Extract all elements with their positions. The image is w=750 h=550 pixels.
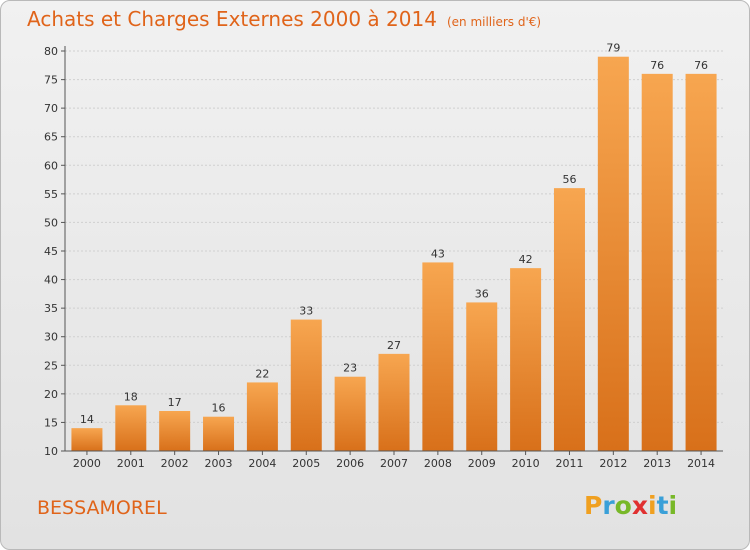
bar [553, 188, 585, 451]
bar [246, 382, 278, 451]
y-tick-label: 30 [44, 331, 58, 344]
bar-value-label: 36 [475, 287, 489, 300]
y-tick-label: 35 [44, 302, 58, 315]
logo-letter: r [602, 491, 615, 520]
y-tick-label: 80 [44, 45, 58, 58]
bar-value-label: 14 [80, 413, 94, 426]
x-tick-label: 2003 [205, 457, 233, 470]
bar [466, 302, 498, 451]
bar [597, 56, 629, 451]
x-tick-label: 2011 [555, 457, 583, 470]
x-tick-label: 2002 [161, 457, 189, 470]
bar [422, 262, 454, 451]
y-tick-label: 40 [44, 274, 58, 287]
bar-value-label: 33 [299, 305, 313, 318]
bar-value-label: 76 [650, 59, 664, 72]
y-tick-label: 50 [44, 216, 58, 229]
y-tick-label: 70 [44, 102, 58, 115]
bar-value-label: 23 [343, 362, 357, 375]
y-tick-label: 45 [44, 245, 58, 258]
bar [334, 376, 366, 451]
logo-letter: x [631, 491, 648, 520]
bar-value-label: 18 [124, 390, 138, 403]
bar-value-label: 42 [519, 253, 533, 266]
x-tick-label: 2014 [687, 457, 715, 470]
y-tick-label: 60 [44, 159, 58, 172]
bar-value-label: 16 [212, 402, 226, 415]
y-tick-label: 75 [44, 74, 58, 87]
bars: 14 18 17 16 22 33 23 27 43 36 42 56 79 76 76 [71, 42, 717, 451]
y-tick-label: 65 [44, 131, 58, 144]
bar [510, 268, 542, 451]
x-tick-label: 2010 [512, 457, 540, 470]
x-tick-label: 2012 [599, 457, 627, 470]
x-tick-label: 2006 [336, 457, 364, 470]
bar [290, 319, 322, 451]
bar-value-label: 22 [255, 367, 269, 380]
logo-letter: P [584, 491, 603, 520]
y-tick-label: 25 [44, 359, 58, 372]
bar-value-label: 76 [694, 59, 708, 72]
bar-value-label: 43 [431, 247, 445, 260]
y-tick-label: 55 [44, 188, 58, 201]
x-tick-label: 2000 [73, 457, 101, 470]
bar [378, 353, 410, 451]
y-tick-label: 10 [44, 445, 58, 458]
x-axis: 2000 2001 2002 2003 2004 2005 2006 2007 2008 2009… [65, 450, 723, 470]
bar-value-label: 56 [562, 173, 576, 186]
bar [71, 428, 103, 451]
x-tick-label: 2007 [380, 457, 408, 470]
logo-letter: i [668, 491, 678, 520]
bar-value-label: 17 [168, 396, 182, 409]
y-tick-label: 20 [44, 388, 58, 401]
chart-title: Achats et Charges Externes 2000 à 2014 (e… [27, 7, 541, 31]
bar-value-label: 79 [606, 42, 620, 55]
x-tick-label: 2005 [292, 457, 320, 470]
y-axis: 10 15 20 25 30 35 40 45 50 55 60 65 70 75 80 [44, 45, 66, 458]
bar [115, 405, 147, 451]
bar [159, 411, 191, 451]
bar [203, 416, 235, 451]
bar [685, 73, 717, 451]
bar [641, 73, 673, 451]
bar-value-label: 27 [387, 339, 401, 352]
logo-letter: t [656, 491, 669, 520]
x-tick-label: 2009 [468, 457, 496, 470]
logo-letter: o [614, 491, 632, 520]
chart-unit: (en milliers d'€) [446, 15, 542, 29]
x-tick-label: 2004 [248, 457, 276, 470]
y-tick-label: 15 [44, 416, 58, 429]
proxiti-logo: Proxiti [584, 491, 677, 520]
commune-name: BESSAMOREL [37, 497, 167, 519]
x-tick-label: 2001 [117, 457, 145, 470]
x-tick-label: 2008 [424, 457, 452, 470]
x-tick-label: 2013 [643, 457, 671, 470]
chart-title-text: Achats et Charges Externes 2000 à 2014 [27, 7, 437, 31]
logo-letter: i [648, 491, 657, 520]
